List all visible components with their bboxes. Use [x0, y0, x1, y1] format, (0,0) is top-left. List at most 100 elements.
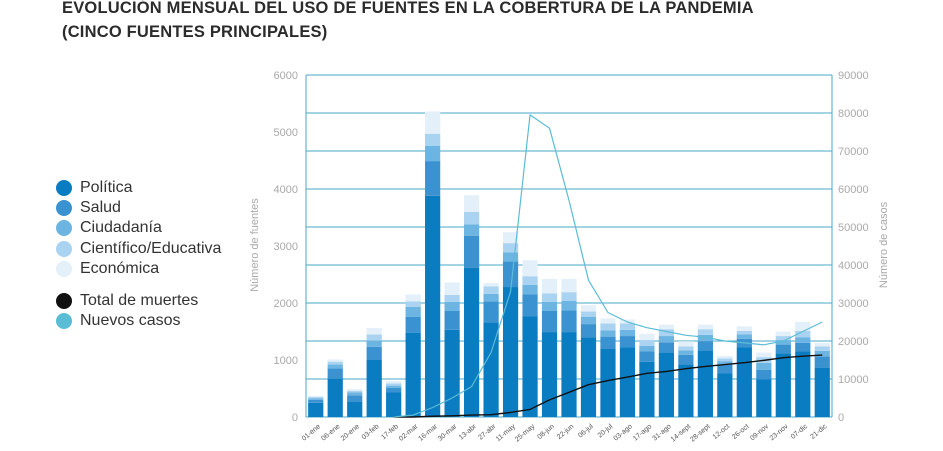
bar-segment	[678, 346, 694, 351]
bar-segment	[502, 232, 519, 244]
y-tick-label: 2000	[274, 298, 298, 310]
legend-label-salud: Salud	[80, 199, 121, 217]
bar-segment	[775, 331, 791, 337]
bar-segment	[463, 211, 480, 225]
bar-segment	[658, 336, 675, 343]
bar-segment	[736, 347, 752, 417]
bar-segment	[522, 260, 538, 277]
x-tick-label: 02-mar	[398, 423, 420, 443]
x-tick-label: 12-oct	[712, 423, 731, 441]
bar-segment	[405, 301, 421, 307]
bar-segment	[639, 361, 655, 417]
x-tick-label: 28-sept	[689, 423, 711, 443]
bar-segment	[308, 397, 324, 399]
bar-segment	[795, 321, 811, 331]
bar-segment	[502, 261, 519, 288]
legend-swatch-politica	[56, 180, 72, 197]
bar-segment	[619, 329, 636, 337]
x-tick-label: 09-nov	[749, 423, 770, 442]
bar-segment	[814, 350, 830, 357]
y2-tick-label: 70000	[838, 146, 869, 158]
x-tick-label: 17-ago	[632, 423, 653, 442]
y2-tick-label: 40000	[838, 260, 869, 272]
bar-segment	[561, 292, 577, 301]
bar-segment	[483, 301, 499, 323]
x-tick-label: 03-feb	[361, 423, 381, 441]
bar-segment	[522, 316, 538, 417]
legend-label-cientifico: Científico/Educativa	[80, 239, 222, 257]
legend-label-muertes: Total de muertes	[80, 292, 199, 310]
bar-segment	[308, 399, 324, 403]
x-tick-label: 06-ene	[320, 423, 341, 442]
legend-label-politica: Política	[80, 179, 133, 197]
bar-segment	[795, 330, 811, 338]
bar-segment	[775, 340, 791, 345]
bar-segment	[697, 350, 713, 417]
legend-item-economica: Económica	[56, 259, 221, 279]
legend-item-salud: Salud	[56, 198, 221, 218]
bar-segment	[483, 293, 499, 302]
legend-label-casos: Nuevos casos	[80, 312, 181, 330]
bar-segment	[717, 373, 733, 417]
bar-segment	[756, 379, 772, 417]
bar-segment	[327, 368, 343, 379]
chart-title-line1: EVOLUCIÓN MENSUAL DEL USO DE FUENTES EN …	[62, 0, 754, 17]
y-tick-label: 5000	[274, 127, 298, 139]
y-axis-right: 0 10000 20000 30000 40000 50000 60000 70000 8000…	[838, 70, 869, 424]
legend: Política Salud Ciudadanía Científico/Edu…	[56, 178, 221, 331]
bar-segment	[697, 324, 713, 330]
legend-swatch-ciudadania	[56, 220, 72, 237]
x-tick-label: 20-ene	[340, 423, 361, 442]
bar-segment	[541, 301, 558, 311]
y2-tick-label: 20000	[838, 336, 869, 348]
legend-swatch-economica	[56, 260, 72, 277]
bar-segment	[756, 352, 772, 358]
bar-segment	[347, 390, 363, 393]
line-total-muertes	[393, 354, 823, 418]
bar-segment	[444, 301, 460, 311]
bar-segment	[444, 310, 460, 330]
bar-segment	[756, 369, 772, 380]
x-tick-label: 26-oct	[731, 423, 750, 441]
bar-segment	[502, 287, 519, 417]
y-axis-title: Número de fuentes	[249, 198, 261, 292]
bar-segment	[405, 316, 421, 333]
line-series	[393, 114, 823, 418]
y-axis-left: 0 1000 2000 3000 4000 5000 6000	[274, 70, 298, 424]
bar-segment	[541, 279, 558, 294]
chart-title-line2: (CINCO FUENTES PRINCIPALES)	[62, 23, 328, 41]
bar-segment	[600, 323, 616, 331]
bar-segment	[580, 324, 597, 338]
bar-segment	[580, 337, 597, 417]
legend-item-casos: Nuevos casos	[56, 311, 221, 331]
bar-segment	[561, 310, 577, 333]
bar-segment	[775, 344, 791, 354]
bar-segment	[580, 311, 597, 317]
bar-segment	[347, 389, 363, 391]
bar-segment	[308, 398, 324, 400]
bar-segment	[366, 346, 382, 360]
bar-segment	[522, 284, 538, 295]
bar-segment	[717, 356, 733, 359]
bar-segment	[327, 378, 343, 417]
bar-segment	[639, 351, 655, 362]
bar-segment	[425, 195, 441, 417]
x-tick-label: 13-abr	[458, 423, 479, 442]
bar-segment	[795, 351, 811, 417]
y2-tick-label: 90000	[838, 70, 869, 82]
bar-segment	[483, 322, 499, 417]
legend-label-economica: Económica	[80, 259, 160, 277]
bar-segment	[541, 293, 558, 302]
legend-swatch-cientifico	[56, 240, 72, 257]
bar-segment	[561, 279, 577, 293]
x-tick-label: 21-dic	[809, 423, 828, 441]
x-tick-label: 06-jul	[577, 423, 595, 440]
y-tick-label: 3000	[274, 241, 298, 253]
bar-segment	[619, 323, 636, 330]
legend-swatch-muertes	[56, 293, 72, 310]
bar-segment	[444, 282, 460, 296]
bar-segment	[386, 387, 402, 393]
legend-item-ciudadania: Ciudadanía	[56, 218, 221, 238]
x-tick-label: 25-may	[514, 423, 537, 444]
